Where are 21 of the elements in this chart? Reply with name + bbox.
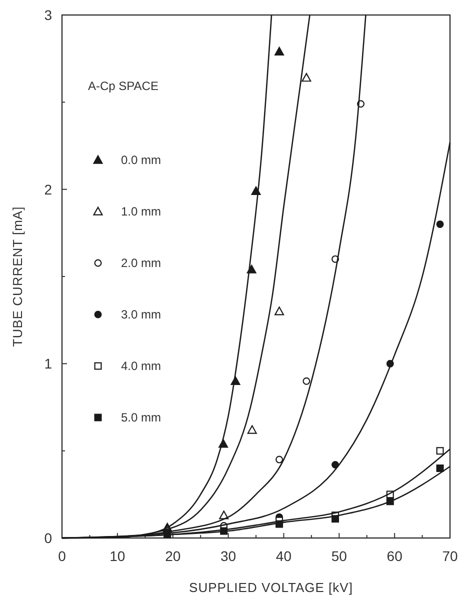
legend-title: A-Cp SPACE <box>88 79 158 93</box>
legend-label: 4.0 mm <box>121 359 162 373</box>
x-tick-label: 60 <box>386 548 403 564</box>
y-tick-label: 0 <box>44 530 52 546</box>
legend-label: 0.0 mm <box>121 153 162 167</box>
y-tick-label: 1 <box>44 356 52 372</box>
legend-label: 3.0 mm <box>121 308 162 322</box>
x-tick-label: 70 <box>442 548 458 564</box>
x-axis-title: SUPPLIED VOLTAGE [kV] <box>189 580 353 595</box>
x-tick-label: 30 <box>220 548 236 564</box>
y-tick-label: 2 <box>44 181 52 198</box>
legend-label: 2.0 mm <box>121 256 162 270</box>
y-tick-label: 3 <box>44 7 52 23</box>
x-tick-label: 0 <box>58 548 66 564</box>
y-axis-title: TUBE CURRENT [mA] <box>10 206 25 347</box>
x-tick-label: 40 <box>276 548 292 564</box>
x-tick-label: 10 <box>110 548 126 564</box>
legend-label: 1.0 mm <box>121 204 162 218</box>
legend-label: 5.0 mm <box>121 410 162 424</box>
x-tick-label: 50 <box>331 548 348 564</box>
x-tick-label: 20 <box>165 548 181 564</box>
